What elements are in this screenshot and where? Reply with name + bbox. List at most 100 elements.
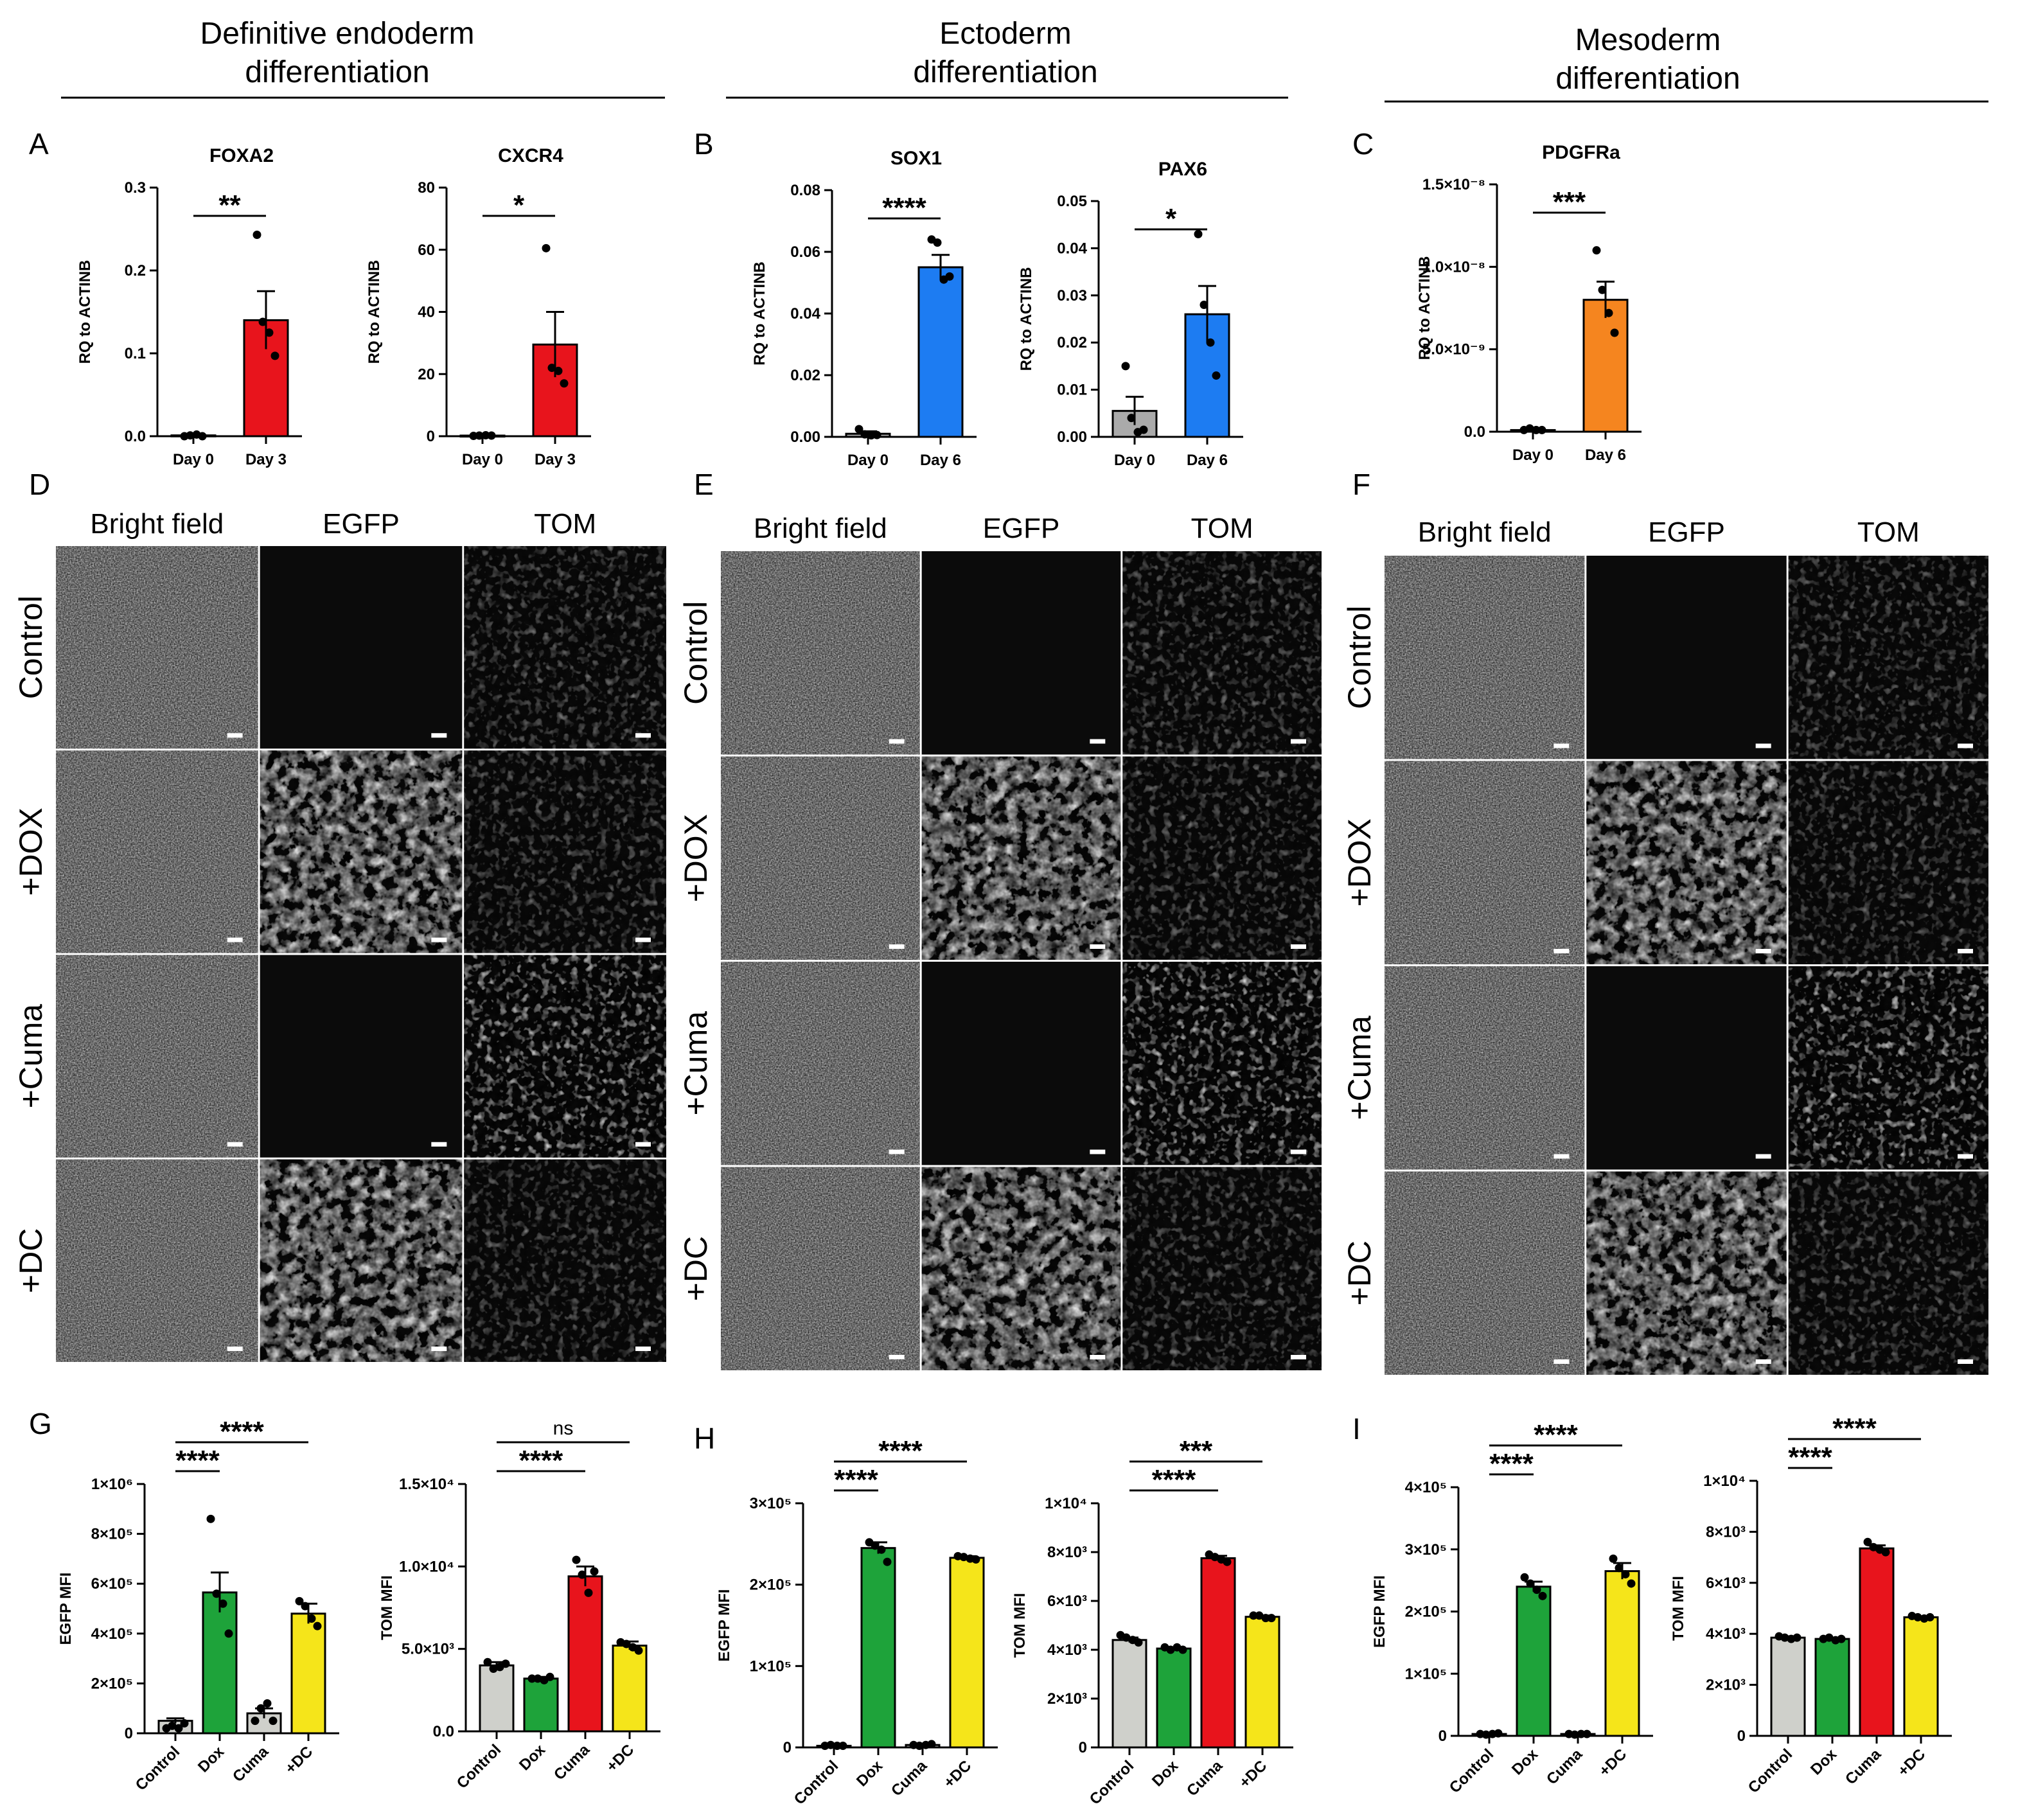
image-tile-texture bbox=[721, 1167, 920, 1370]
y-tick-label: 1×10⁵ bbox=[1405, 1665, 1447, 1683]
image-tile-background bbox=[921, 551, 1121, 755]
data-point bbox=[1223, 1557, 1232, 1566]
x-tick-label: Control bbox=[791, 1757, 842, 1808]
y-tick-label: 80 bbox=[418, 179, 435, 197]
data-point bbox=[927, 1740, 936, 1749]
data-point bbox=[1178, 1645, 1187, 1654]
x-tick-label: Day 0 bbox=[1512, 446, 1553, 464]
y-tick-label: 1.0×10⁻⁸ bbox=[1422, 258, 1485, 276]
y-tick-label: 0 bbox=[1438, 1727, 1447, 1745]
y-tick-label: 1.0×10⁴ bbox=[399, 1558, 454, 1575]
data-point bbox=[883, 1557, 892, 1566]
row-label: +DC bbox=[1341, 1241, 1377, 1305]
data-point bbox=[301, 1602, 310, 1611]
image-tile-texture bbox=[1385, 761, 1585, 964]
data-point bbox=[483, 1657, 492, 1666]
y-tick-label: 0.05 bbox=[1057, 193, 1087, 210]
significance-label: **** bbox=[1152, 1464, 1196, 1496]
significance-label: *** bbox=[1180, 1435, 1213, 1467]
data-point bbox=[826, 1740, 835, 1749]
y-axis-label: TOM MFI bbox=[378, 1575, 396, 1640]
scale-bar bbox=[1755, 1359, 1771, 1364]
panel-letter-e: E bbox=[694, 468, 714, 501]
scale-bar bbox=[1291, 1355, 1306, 1359]
data-point bbox=[1482, 1730, 1491, 1739]
x-tick-label: +DC bbox=[941, 1757, 975, 1792]
data-point bbox=[871, 1541, 880, 1550]
image-tile-background bbox=[260, 955, 463, 1158]
significance-label: **** bbox=[175, 1445, 220, 1476]
data-point bbox=[1615, 1564, 1624, 1573]
chart-g1: 0 2×10⁵ 4×10⁵ 6×10⁵ 8×10⁵ 1×10⁶ EGFP MFI Contro… bbox=[57, 1416, 339, 1794]
data-point bbox=[1267, 1614, 1276, 1623]
header-mesoderm: Mesoderm differentiation bbox=[1385, 23, 1988, 103]
x-tick-label: Day 0 bbox=[847, 452, 889, 469]
x-tick-label: Cuma bbox=[888, 1757, 931, 1800]
chart-i2: 0 2×10³ 4×10³ 6×10³ 8×10³ 1×10⁴ TOM MFI Control… bbox=[1670, 1413, 1952, 1797]
scale-bar bbox=[635, 733, 651, 738]
y-tick-label: 5.0×10³ bbox=[402, 1641, 454, 1658]
scale-bar bbox=[1553, 743, 1570, 748]
x-tick-label: Day 0 bbox=[462, 451, 503, 468]
image-tile-texture bbox=[56, 1159, 258, 1362]
x-tick-label: Dox bbox=[195, 1743, 228, 1776]
chart-b2: PAX6 0.00 0.01 0.02 0.03 0.04 0.05 RQ to ACTINB… bbox=[1018, 159, 1243, 469]
bar-dox bbox=[1516, 1586, 1552, 1737]
data-point bbox=[572, 1555, 581, 1564]
column-header: TOM bbox=[534, 508, 596, 540]
image-tile-background bbox=[1586, 556, 1787, 759]
bar-cuma bbox=[567, 1575, 603, 1733]
data-point bbox=[1261, 1614, 1270, 1623]
data-point bbox=[872, 430, 881, 439]
data-point bbox=[1520, 1573, 1529, 1582]
row-label: +DC bbox=[13, 1228, 49, 1293]
image-tile-texture bbox=[56, 955, 258, 1158]
y-tick-label: 0.1 bbox=[125, 345, 146, 362]
scale-bar bbox=[635, 1142, 651, 1147]
data-point bbox=[224, 1629, 233, 1638]
column-header: Bright field bbox=[754, 513, 887, 544]
data-point bbox=[622, 1639, 631, 1648]
data-point bbox=[584, 1588, 593, 1597]
y-tick-label: 1.5×10⁻⁸ bbox=[1422, 176, 1485, 193]
y-tick-label: 4×10⁵ bbox=[1405, 1479, 1447, 1496]
data-point bbox=[218, 1599, 227, 1608]
data-point bbox=[251, 1717, 260, 1726]
significance-label: **** bbox=[519, 1445, 563, 1476]
scale-bar bbox=[1553, 1154, 1570, 1159]
data-point bbox=[258, 317, 267, 326]
y-tick-label: 0.0 bbox=[433, 1723, 454, 1740]
image-tile-texture bbox=[721, 962, 920, 1165]
bar-dc bbox=[1604, 1570, 1640, 1737]
y-tick-label: 6×10³ bbox=[1706, 1575, 1746, 1592]
image-tile-background bbox=[1586, 966, 1787, 1170]
row-label: +DOX bbox=[13, 808, 49, 896]
chart-b1: SOX1 0.00 0.02 0.04 0.06 0.08 RQ to ACTINB Day … bbox=[751, 148, 977, 469]
bar-dc bbox=[1903, 1616, 1939, 1737]
data-point bbox=[1139, 425, 1148, 434]
y-tick-label: 0.08 bbox=[790, 182, 820, 199]
data-point bbox=[1249, 1611, 1258, 1620]
data-point bbox=[1212, 371, 1221, 380]
data-point bbox=[1825, 1633, 1834, 1642]
data-point bbox=[860, 430, 869, 439]
scale-bar bbox=[1090, 1355, 1106, 1359]
image-tile-texture bbox=[464, 1159, 666, 1362]
header-ectoderm: Ectoderm differentiation bbox=[726, 17, 1288, 99]
image-tile-background bbox=[921, 962, 1121, 1165]
panel-letter-f: F bbox=[1352, 468, 1370, 501]
microscopy-grid-d: Bright field EGFP TOM Control +DOX +Cuma +DC bbox=[13, 508, 666, 1362]
image-tile-texture bbox=[260, 750, 463, 953]
chart-title: PDGFRa bbox=[1542, 142, 1620, 163]
scale-bar bbox=[1291, 944, 1306, 949]
y-tick-label: 1.5×10⁴ bbox=[399, 1476, 454, 1493]
x-tick-label: Cuma bbox=[551, 1741, 594, 1784]
y-tick-label: 0.04 bbox=[790, 305, 820, 322]
scale-bar bbox=[431, 1142, 447, 1147]
x-tick-label: Control bbox=[132, 1743, 183, 1794]
header-mesoderm-line1: Mesoderm bbox=[1575, 23, 1721, 57]
y-tick-label: 4×10⁵ bbox=[91, 1625, 133, 1643]
y-tick-label: 0 bbox=[1737, 1727, 1746, 1745]
x-tick-label: Cuma bbox=[1183, 1757, 1226, 1800]
data-point bbox=[554, 366, 563, 375]
